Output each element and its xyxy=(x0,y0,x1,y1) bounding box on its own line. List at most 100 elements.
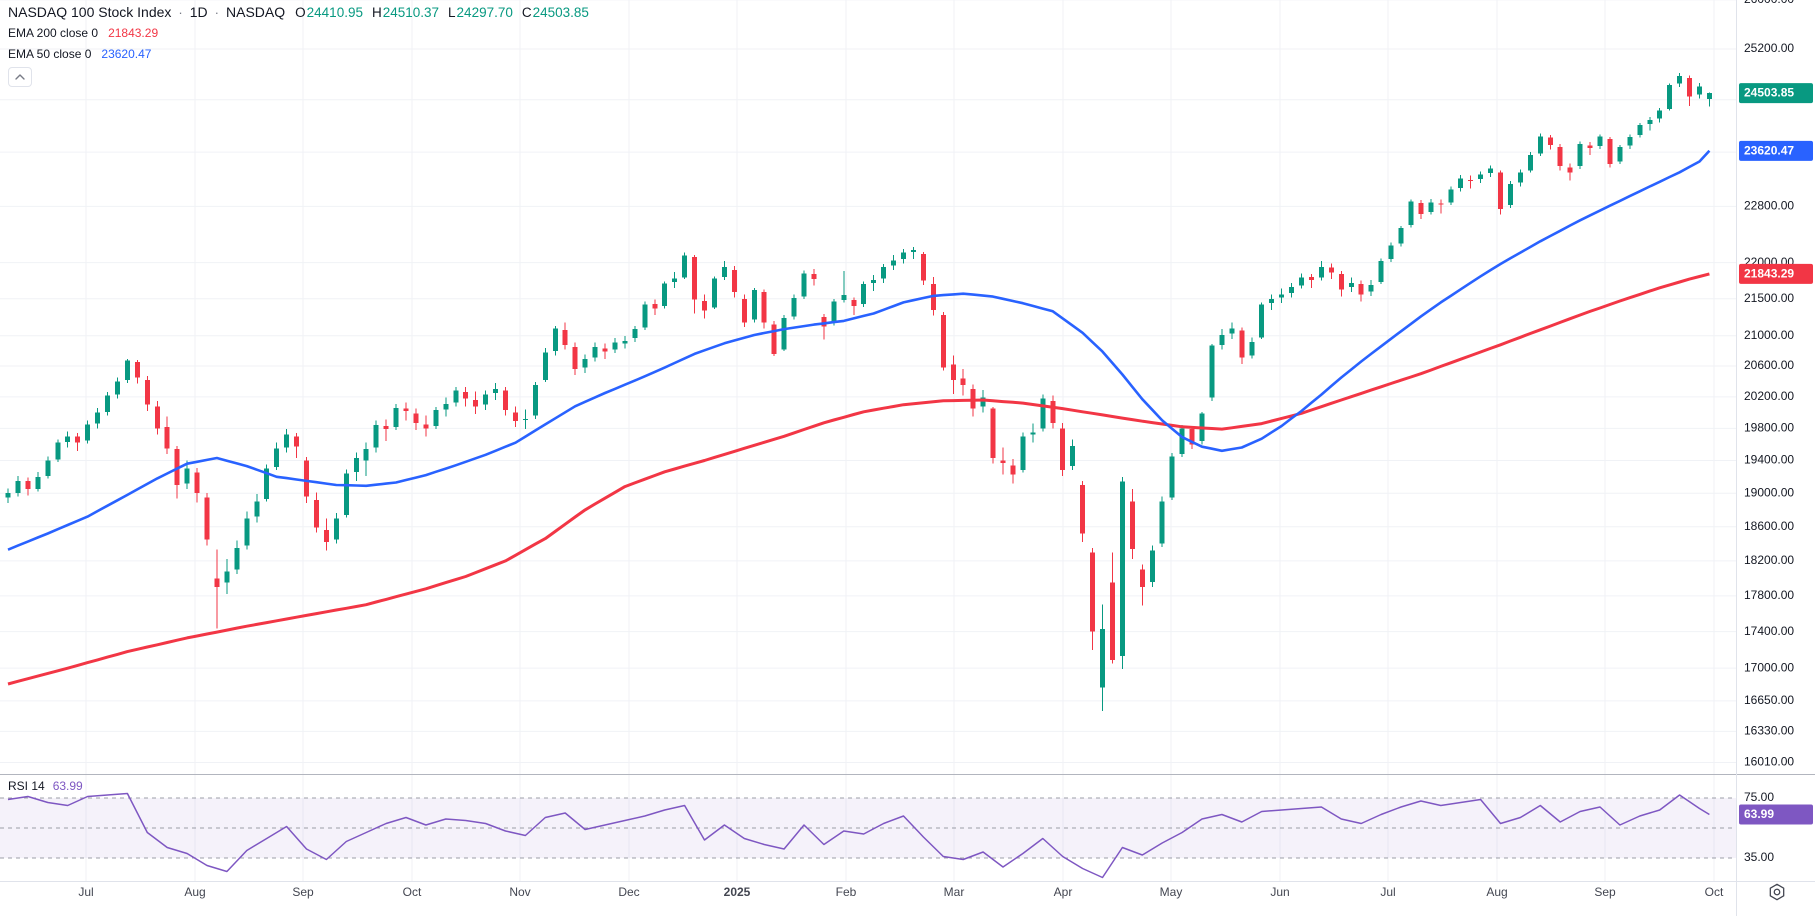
symbol-legend-row[interactable]: NASDAQ 100 Stock Index · 1D · NASDAQ O24… xyxy=(8,2,589,22)
candle-body xyxy=(313,499,319,528)
price-badge: 23620.47 xyxy=(1739,140,1813,161)
candle-body xyxy=(1537,136,1543,154)
price-axis-label: 17000.00 xyxy=(1744,660,1794,674)
candle-body xyxy=(1687,77,1693,97)
time-axis-label: Jul xyxy=(78,885,93,899)
candle-body xyxy=(1308,276,1314,280)
time-axis-label: 2025 xyxy=(724,885,751,899)
candle-body xyxy=(1348,282,1354,288)
ema-200-legend-row[interactable]: EMA 200 close 0 21843.29 xyxy=(8,23,589,43)
candle-body xyxy=(910,250,916,252)
candle-body xyxy=(15,480,21,494)
candle-body xyxy=(363,449,369,461)
rsi-pane[interactable] xyxy=(0,792,1736,879)
candle-body xyxy=(711,278,717,308)
candle-body xyxy=(602,348,608,352)
candle-body xyxy=(1617,146,1623,162)
candle-body xyxy=(1259,304,1265,338)
time-axis[interactable]: Jul Aug Sep Oct Nov Dec 2025 Feb Mar Apr May Jun Jul… xyxy=(78,885,1724,899)
candle-body xyxy=(831,301,837,323)
candle-body xyxy=(284,434,290,448)
candle-body xyxy=(572,347,578,370)
time-axis-label: Oct xyxy=(403,885,422,899)
candle-body xyxy=(791,298,797,317)
time-axis-label: Sep xyxy=(292,885,314,899)
candle-body xyxy=(1239,330,1245,358)
ema-200-title: EMA 200 close 0 xyxy=(8,26,99,40)
candle-body xyxy=(1517,172,1523,183)
price-axis-label: 16650.00 xyxy=(1744,693,1794,707)
time-axis-label: Oct xyxy=(1705,885,1724,899)
candle-body xyxy=(1428,202,1434,212)
rsi-legend-row[interactable]: RSI 14 63.99 xyxy=(8,779,83,793)
candle-body xyxy=(532,385,538,416)
candle-body xyxy=(413,413,419,423)
price-badge: 24503.85 xyxy=(1739,83,1813,104)
ema-50-line xyxy=(7,149,1711,551)
candle-body xyxy=(224,571,230,583)
candle-body xyxy=(861,284,867,304)
candle-body xyxy=(612,342,618,350)
candle-body xyxy=(1159,501,1165,544)
candle-body xyxy=(1129,501,1135,549)
candle-body xyxy=(542,352,548,380)
candle-body xyxy=(562,329,568,345)
rsi-line xyxy=(7,792,1710,879)
candle-body xyxy=(1060,428,1066,471)
price-axis-label: 22800.00 xyxy=(1744,199,1794,213)
candle-body xyxy=(811,274,817,280)
candle-body xyxy=(1229,328,1235,334)
candle-body xyxy=(1169,456,1175,498)
candle-body xyxy=(761,292,767,323)
price-axis-label: 21000.00 xyxy=(1744,328,1794,342)
ema-50-value: 23620.47 xyxy=(101,47,152,61)
ema-50-title: EMA 50 close 0 xyxy=(8,47,92,61)
candle-body xyxy=(105,395,110,412)
time-axis-label: May xyxy=(1160,885,1183,899)
candle-body xyxy=(1597,136,1603,147)
candle-body xyxy=(682,255,688,278)
ema-50-legend-row[interactable]: EMA 50 close 0 23620.47 xyxy=(8,44,589,64)
candle-body xyxy=(552,328,558,351)
time-axis-settings-button[interactable] xyxy=(1763,878,1791,906)
svg-text:24503.85: 24503.85 xyxy=(1744,86,1794,100)
candle-body xyxy=(1567,167,1573,173)
candle-body xyxy=(1498,172,1503,210)
candle-body xyxy=(751,290,757,320)
candle-body xyxy=(1328,267,1334,273)
time-axis-label: Jul xyxy=(1380,885,1395,899)
low-value: 24297.70 xyxy=(456,4,513,20)
grid-lines xyxy=(0,0,1736,882)
chevron-up-icon xyxy=(15,74,25,80)
price-axis[interactable]: 26000.0025200.0024400.0022800.0022000.00… xyxy=(1739,0,1813,864)
candle-body xyxy=(1458,178,1464,188)
candle-body xyxy=(1020,436,1026,471)
candle-body xyxy=(274,448,280,467)
candle-body xyxy=(45,460,51,476)
candle-body xyxy=(990,408,996,459)
price-axis-label: 26000.00 xyxy=(1744,0,1794,6)
candle-body xyxy=(652,303,658,309)
candle-body xyxy=(423,424,429,429)
candle-body xyxy=(25,480,31,490)
candle-body xyxy=(244,518,250,546)
legend-collapse-button[interactable] xyxy=(8,67,32,87)
candle-body xyxy=(1249,342,1255,356)
candle-body xyxy=(702,300,707,311)
candle-body xyxy=(1149,550,1155,582)
candle-body xyxy=(841,295,847,301)
candle-body xyxy=(1697,86,1702,95)
candle-body xyxy=(433,410,439,426)
candle-body xyxy=(741,298,747,323)
candle-body xyxy=(522,418,528,420)
candle-body xyxy=(881,266,887,279)
candle-body xyxy=(960,378,966,386)
ohlc-values: O24410.95 H24510.37 L24297.70 C24503.85 xyxy=(295,5,589,20)
candle-body xyxy=(1418,202,1424,215)
candle-body xyxy=(1368,284,1374,292)
candle-body xyxy=(1209,345,1215,398)
candle-body xyxy=(512,412,518,422)
candle-body xyxy=(1527,154,1533,171)
low-label: L xyxy=(448,4,456,20)
